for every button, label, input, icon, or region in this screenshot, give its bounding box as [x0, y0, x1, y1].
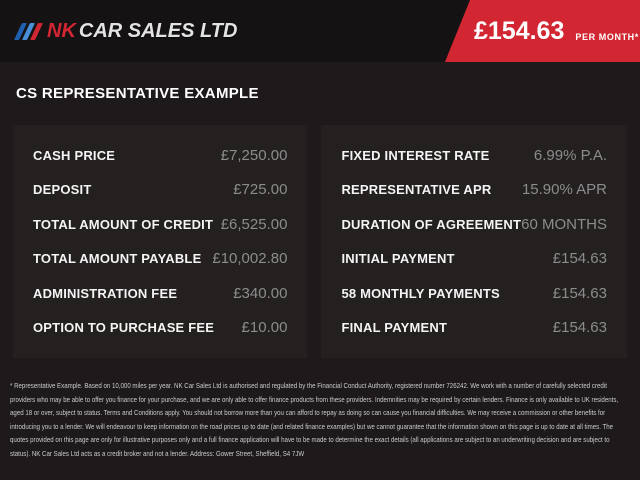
finance-row-label: INITIAL PAYMENT [341, 251, 455, 267]
finance-row-value: £154.63 [552, 284, 607, 302]
finance-row-label: OPTION TO PURCHASE FEE [33, 320, 215, 336]
finance-row-total-credit: TOTAL AMOUNT OF CREDIT £6,525.00 [33, 207, 287, 242]
finance-row-label: 58 MONTHLY PAYMENTS [341, 285, 500, 301]
finance-row-label: FIXED INTEREST RATE [341, 147, 490, 163]
finance-row-value: £10.00 [241, 319, 288, 337]
finance-row-label: REPRESENTATIVE APR [341, 182, 492, 198]
logo-name: CAR SALES LTD [78, 19, 238, 42]
finance-row-label: CASH PRICE [33, 147, 116, 163]
monthly-price-badge: £154.63 PER MONTH* [474, 0, 639, 62]
finance-row-value: £7,250.00 [220, 146, 288, 164]
top-bar: NK CAR SALES LTD £154.63 PER MONTH* [0, 0, 640, 62]
finance-row-total-payable: TOTAL AMOUNT PAYABLE £10,002.80 [33, 242, 287, 277]
finance-row-duration: DURATION OF AGREEMENT 60 MONTHS [341, 207, 607, 242]
finance-row-value: £340.00 [233, 284, 288, 302]
finance-panel-right: FIXED INTEREST RATE 6.99% P.A. REPRESENT… [321, 125, 627, 358]
finance-row-apr: REPRESENTATIVE APR 15.90% APR [341, 173, 607, 208]
finance-row-label: TOTAL AMOUNT PAYABLE [33, 251, 202, 267]
finance-row-value: 6.99% P.A. [533, 146, 607, 164]
finance-row-interest-rate: FIXED INTEREST RATE 6.99% P.A. [341, 138, 607, 173]
finance-row-value: £725.00 [233, 181, 288, 199]
finance-row-value: £154.63 [552, 250, 607, 268]
finance-row-label: DURATION OF AGREEMENT [341, 216, 522, 232]
finance-row-initial-payment: INITIAL PAYMENT £154.63 [341, 242, 607, 277]
finance-row-label: ADMINISTRATION FEE [33, 285, 178, 301]
finance-row-monthly-payments: 58 MONTHLY PAYMENTS £154.63 [341, 276, 607, 311]
finance-row-value: 15.90% APR [521, 181, 607, 199]
finance-row-value: £10,002.80 [212, 250, 288, 268]
legal-disclaimer: * Representative Example. Based on 10,00… [10, 381, 619, 458]
finance-row-value: £6,525.00 [220, 215, 288, 233]
finance-row-purchase-fee: OPTION TO PURCHASE FEE £10.00 [33, 311, 287, 346]
logo-stripes-icon [14, 22, 43, 40]
finance-panels: CASH PRICE £7,250.00 DEPOSIT £725.00 TOT… [0, 125, 640, 358]
monthly-price-amount: £154.63 [474, 16, 565, 45]
page-title: CS REPRESENTATIVE EXAMPLE [16, 85, 259, 102]
logo-prefix: NK [47, 19, 76, 42]
finance-row-label: TOTAL AMOUNT OF CREDIT [33, 216, 214, 232]
finance-row-final-payment: FINAL PAYMENT £154.63 [341, 311, 607, 346]
finance-panel-left: CASH PRICE £7,250.00 DEPOSIT £725.00 TOT… [13, 125, 308, 358]
finance-row-value: 60 MONTHS [521, 215, 607, 233]
finance-row-admin-fee: ADMINISTRATION FEE £340.00 [33, 276, 287, 311]
finance-row-label: DEPOSIT [33, 182, 92, 198]
finance-row-label: FINAL PAYMENT [341, 320, 448, 336]
finance-row-value: £154.63 [552, 319, 607, 337]
finance-row-deposit: DEPOSIT £725.00 [33, 173, 287, 208]
finance-row-cash-price: CASH PRICE £7,250.00 [33, 138, 287, 173]
dealer-logo: NK CAR SALES LTD [14, 0, 238, 62]
monthly-price-period: PER MONTH* [575, 31, 639, 42]
